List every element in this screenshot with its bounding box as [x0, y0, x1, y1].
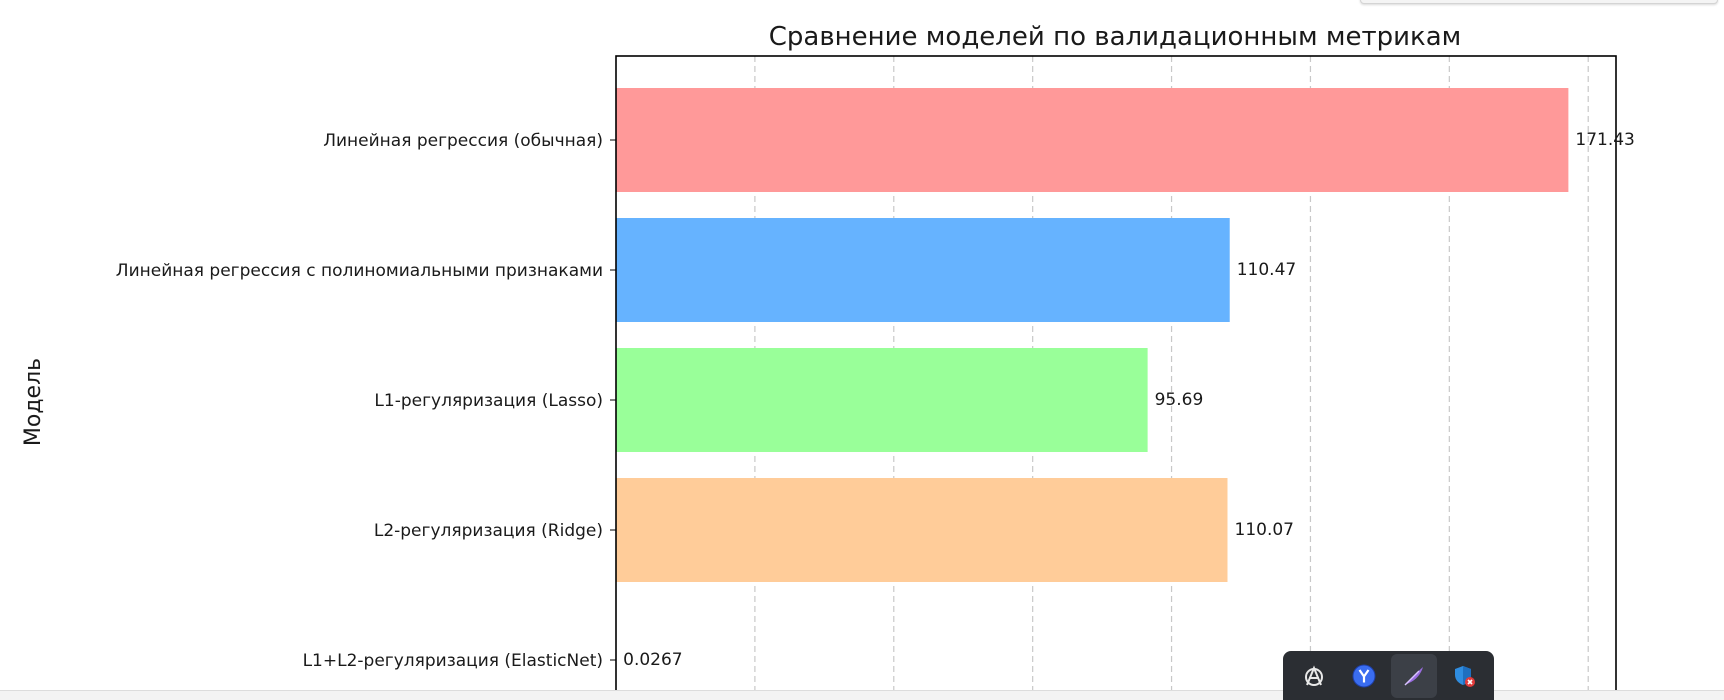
data-label-4: 0.0267 — [623, 650, 682, 670]
category-label-0: Линейная регрессия (обычная) — [323, 131, 603, 151]
tray-button-feather[interactable] — [1391, 653, 1437, 698]
y-ticks — [610, 139, 616, 661]
data-label-2: 95.69 — [1155, 390, 1204, 410]
yandex-browser-icon — [1352, 664, 1376, 687]
data-label-3: 110.07 — [1235, 520, 1294, 540]
y-axis-label: Модель — [21, 358, 46, 446]
data-labels: 171.43 110.47 95.69 110.07 0.0267 — [623, 130, 1635, 670]
category-labels: Линейная регрессия (обычная) Линейная рег… — [116, 131, 603, 671]
window-bottom-edge — [0, 690, 1724, 700]
bar-3 — [616, 478, 1228, 582]
tray-button-shield[interactable] — [1441, 654, 1487, 698]
tray-button-anarchy[interactable] — [1291, 654, 1337, 698]
anarchy-app-icon — [1305, 664, 1323, 686]
data-label-1: 110.47 — [1237, 260, 1296, 280]
category-label-1: Линейная регрессия с полиномиальными при… — [116, 261, 603, 281]
plot-area-border — [615, 55, 1617, 700]
bar-0 — [616, 88, 1569, 192]
bar-2 — [616, 348, 1148, 452]
category-label-3: L2-регуляризация (Ridge) — [374, 521, 603, 541]
shield-error-icon — [1455, 665, 1475, 687]
chart-title: Сравнение моделей по валидационным метри… — [769, 22, 1462, 52]
feather-app-icon — [1404, 666, 1423, 685]
plot-frame — [615, 55, 1617, 700]
taskbar-tray — [1283, 651, 1494, 700]
data-label-0: 171.43 — [1575, 130, 1634, 150]
category-label-2: L1-регуляризация (Lasso) — [374, 391, 603, 411]
tray-button-yandex[interactable] — [1341, 654, 1387, 698]
category-label-4: L1+L2-регуляризация (ElasticNet) — [303, 651, 603, 671]
bar-1 — [616, 218, 1230, 322]
bars — [616, 88, 1569, 700]
